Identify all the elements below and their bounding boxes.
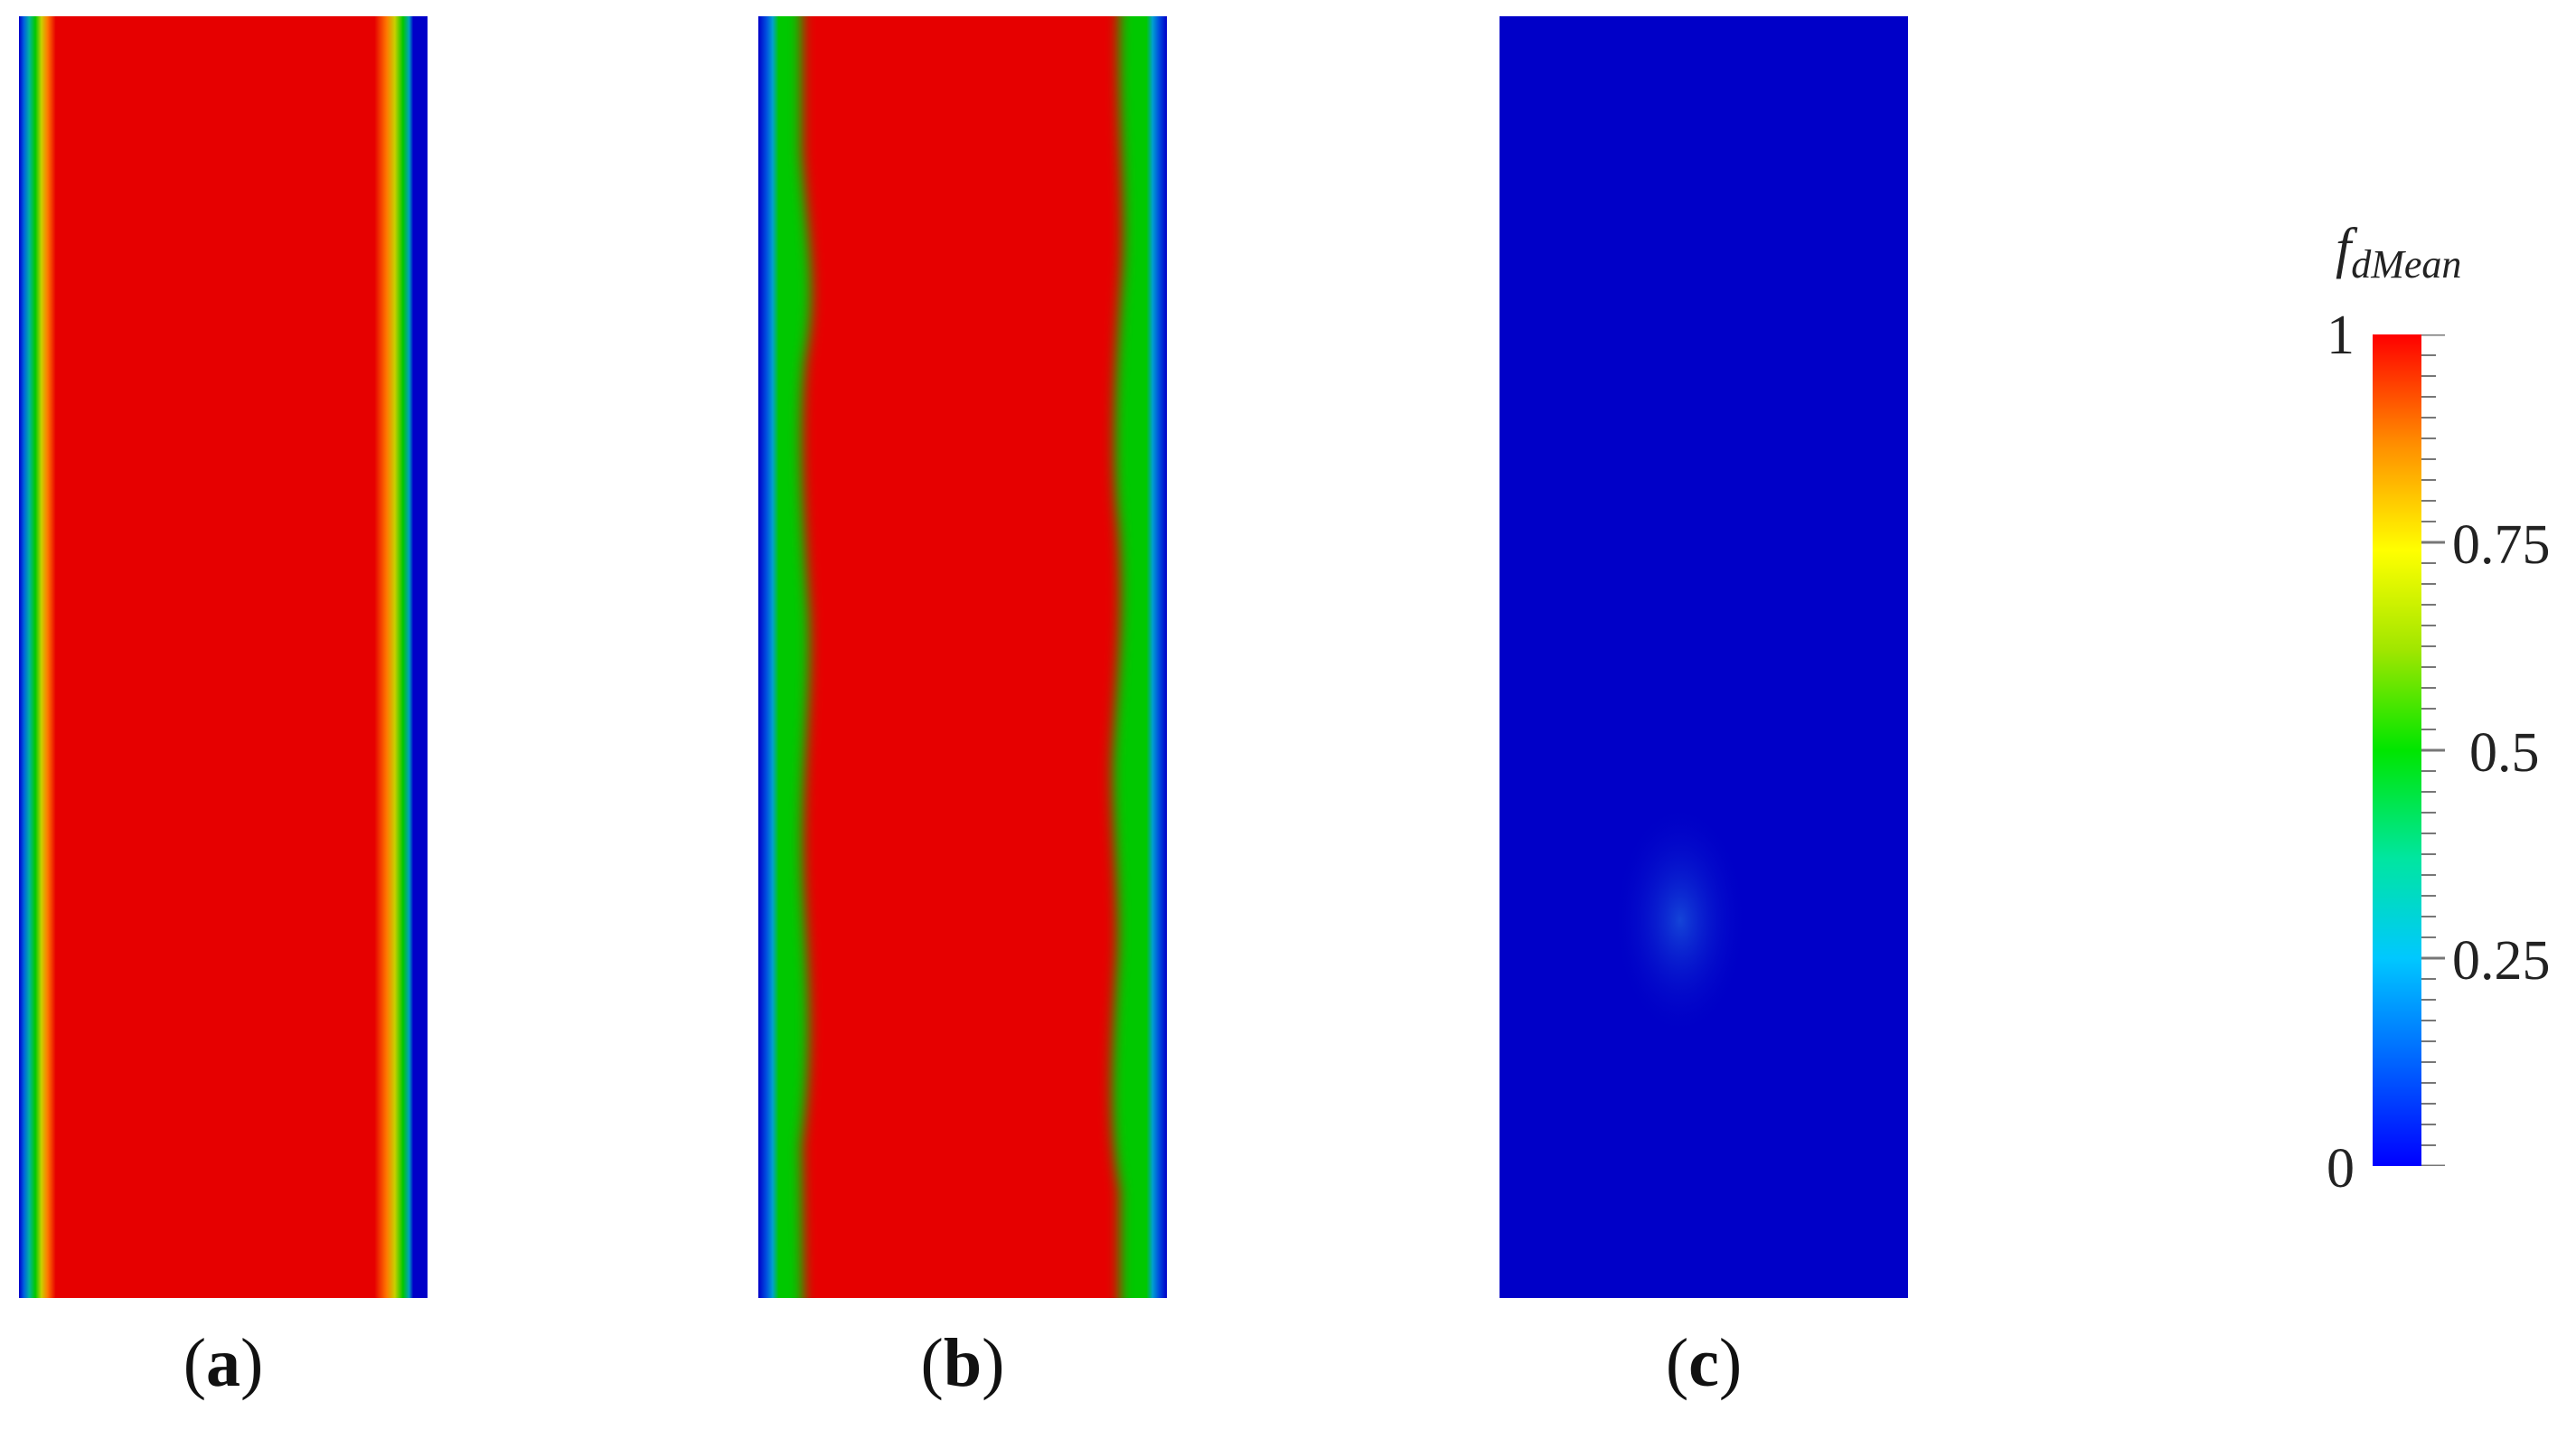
caption-letter-a: a: [206, 1325, 240, 1401]
contour-field-a: [19, 16, 428, 1298]
contour-panel-c: [1500, 16, 1908, 1298]
contour-panel-b: [758, 16, 1167, 1298]
colorbar-title: fdMean: [2336, 217, 2461, 287]
contour-plot-a: [19, 16, 428, 1298]
contour-high-region-b: [802, 16, 1123, 1298]
colorbar-label-min: 0: [2327, 1138, 2355, 1200]
colorbar-title-main: f: [2336, 218, 2352, 279]
colorbar-label-05: 0.5: [2469, 722, 2540, 784]
colorbar-ticks: [2421, 334, 2445, 1166]
colorbar-label-075: 0.75: [2452, 514, 2551, 576]
contour-plot-b: [758, 16, 1167, 1298]
caption-c: (c): [1665, 1325, 1743, 1401]
colorbar-tick-marks: [2421, 334, 2445, 1166]
caption-letter-c: c: [1688, 1325, 1719, 1401]
colorbar-title-sub: dMean: [2351, 242, 2462, 287]
contour-panel-a: [19, 16, 428, 1298]
caption-b: (b): [920, 1325, 1005, 1401]
colorbar-gradient: [2373, 334, 2421, 1166]
colorbar-label-025: 0.25: [2452, 930, 2551, 992]
caption-a: (a): [183, 1325, 264, 1401]
colorbar: fdMean 1 0.75 0.5 0.25 0: [2278, 217, 2576, 1211]
caption-letter-b: b: [943, 1325, 982, 1401]
colorbar-label-max: 1: [2327, 305, 2355, 366]
contour-faint-spot-c: [1612, 803, 1748, 1038]
contour-plot-c: [1500, 16, 1908, 1298]
contour-field-c: [1500, 16, 1908, 1298]
